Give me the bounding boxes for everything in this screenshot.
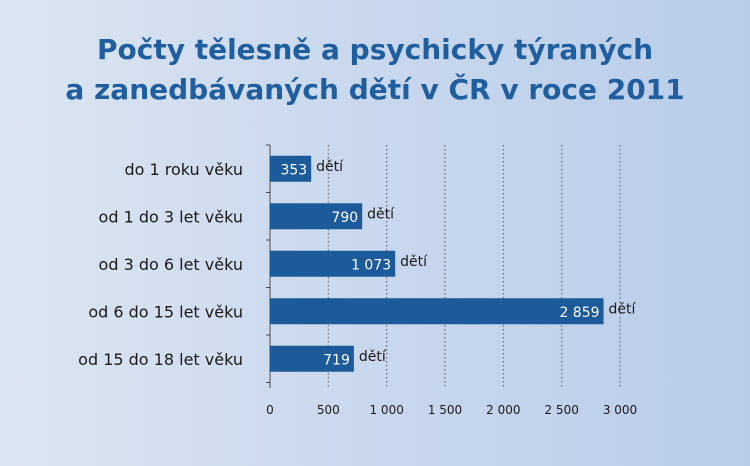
bar-unit-label: dětí xyxy=(400,254,428,270)
bar-value-label: 1 073 xyxy=(351,257,391,273)
bar xyxy=(270,250,396,277)
category-label: od 1 do 3 let věku xyxy=(99,207,243,226)
bar xyxy=(270,203,363,230)
x-tick-label: 1 500 xyxy=(428,403,462,417)
bar-unit-label: dětí xyxy=(609,301,637,317)
chart-title-line-2: a zanedbávaných dětí v ČR v roce 2011 xyxy=(65,73,685,106)
x-tick-label: 2 000 xyxy=(486,403,520,417)
chart-title-line-1: Počty tělesně a psychicky týraných xyxy=(96,33,654,66)
x-tick-label: 2 500 xyxy=(544,403,578,417)
category-label: od 6 do 15 let věku xyxy=(88,302,243,321)
category-label: od 15 do 18 let věku xyxy=(78,350,243,369)
bar xyxy=(270,155,312,182)
chart-title: Počty tělesně a psychicky týraných a zan… xyxy=(0,30,750,110)
bar-unit-label: dětí xyxy=(316,159,344,175)
x-tick-label: 500 xyxy=(317,403,340,417)
bar-value-label: 719 xyxy=(323,352,350,368)
category-label: od 3 do 6 let věku xyxy=(99,255,243,274)
bar-value-label: 2 859 xyxy=(559,305,599,321)
bar xyxy=(270,345,354,372)
bar xyxy=(270,298,604,325)
category-label: do 1 roku věku xyxy=(124,160,243,179)
bar-value-label: 353 xyxy=(280,162,307,178)
bar-unit-label: dětí xyxy=(367,206,395,222)
x-tick-label: 3 000 xyxy=(603,403,637,417)
bar-unit-label: dětí xyxy=(359,349,387,365)
x-tick-label: 0 xyxy=(266,403,274,417)
bar-value-label: 790 xyxy=(331,210,358,226)
x-tick-label: 1 000 xyxy=(369,403,403,417)
